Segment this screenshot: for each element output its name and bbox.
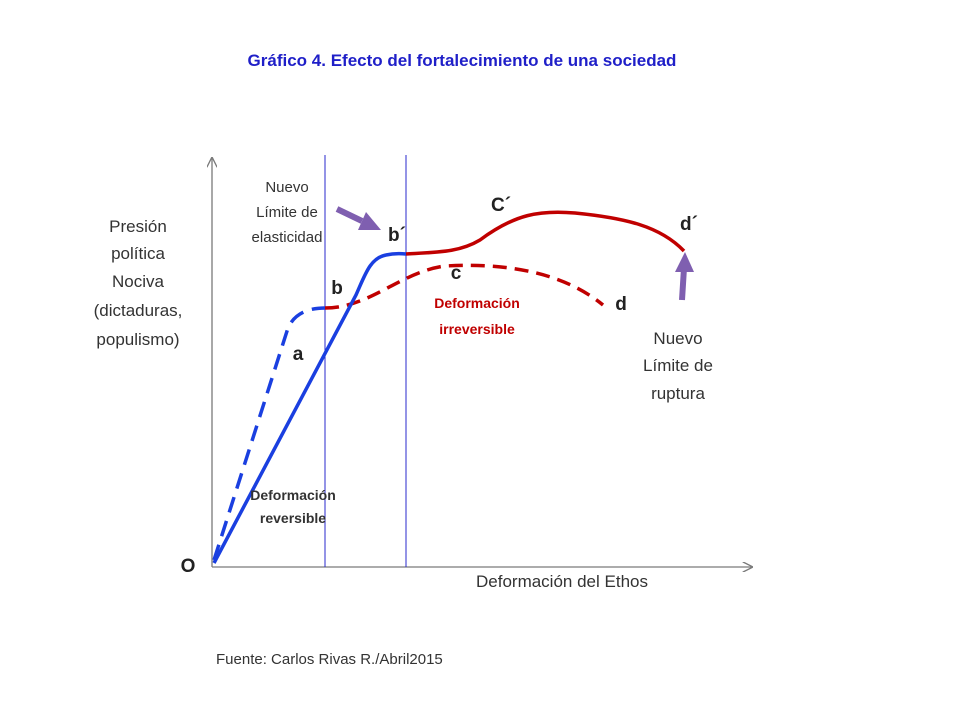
chart-title: Gráfico 4. Efecto del fortalecimiento de…: [248, 51, 677, 70]
svg-text:Nuevo: Nuevo: [653, 329, 702, 348]
svg-text:elasticidad: elasticidad: [252, 229, 323, 246]
svg-text:Límite de: Límite de: [643, 356, 713, 375]
origin-label: O: [181, 556, 196, 577]
source-note: Fuente: Carlos Rivas R./Abril2015: [216, 651, 443, 668]
svg-text:populismo): populismo): [96, 330, 179, 349]
point-label-b: b: [331, 278, 343, 299]
point-label-d-prime: d´: [680, 214, 698, 235]
original-curve-dashed-blue: [212, 306, 326, 561]
svg-text:Nociva: Nociva: [112, 272, 165, 291]
svg-text:Deformación: Deformación: [250, 487, 336, 503]
point-label-c-prime: C´: [491, 195, 511, 216]
svg-text:reversible: reversible: [260, 510, 326, 526]
svg-text:Nuevo: Nuevo: [265, 179, 308, 196]
point-label-a: a: [293, 344, 304, 365]
svg-text:ruptura: ruptura: [651, 384, 705, 403]
reversible-label: Deformación reversible: [250, 487, 336, 526]
point-label-d: d: [615, 294, 627, 315]
y-axis-label: Presión política Nociva (dictaduras, pop…: [94, 217, 183, 349]
rupture-limit-arrow: [675, 252, 694, 301]
svg-text:Deformación: Deformación: [434, 295, 520, 311]
point-label-b-prime: b´: [388, 225, 406, 246]
point-label-c: c: [451, 263, 462, 284]
irreversible-label: Deformación irreversible: [434, 295, 520, 337]
new-elastic-limit-annotation: Nuevo Límite de elasticidad: [252, 179, 323, 246]
elastic-limit-arrow: [335, 206, 381, 230]
x-axis-label: Deformación del Ethos: [476, 572, 648, 591]
svg-text:irreversible: irreversible: [439, 321, 515, 337]
strengthened-curve-solid-blue: [212, 251, 407, 564]
svg-text:Límite de: Límite de: [256, 204, 318, 221]
svg-text:Presión: Presión: [109, 217, 167, 236]
svg-text:(dictaduras,: (dictaduras,: [94, 301, 183, 320]
strengthened-curve-solid-red: [405, 210, 686, 256]
svg-text:política: política: [111, 244, 165, 263]
new-rupture-limit-annotation: Nuevo Límite de ruptura: [643, 329, 713, 403]
